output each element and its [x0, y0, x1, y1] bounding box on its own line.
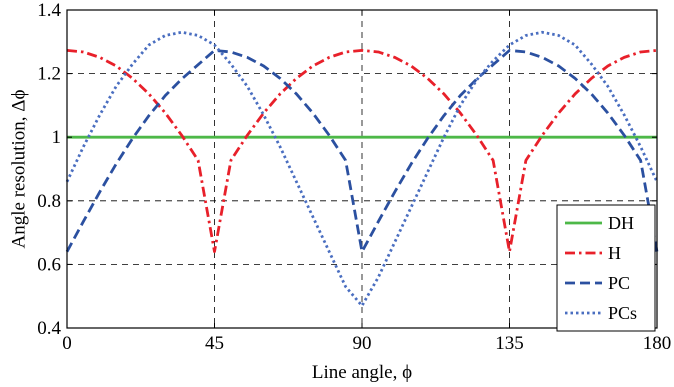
y-tick-label: 1	[52, 127, 62, 148]
legend: DH H PC PCs	[556, 204, 656, 332]
legend-box	[556, 204, 656, 332]
x-tick-label: 90	[353, 333, 372, 354]
y-tick-label: 1.2	[37, 64, 61, 85]
y-tick-label: 0.4	[37, 318, 61, 339]
x-axis-label: Line angle, ϕ	[312, 362, 412, 383]
y-tick-label: 1.4	[37, 0, 61, 21]
legend-label-dh: DH	[608, 213, 634, 233]
legend-label-pcs: PCs	[608, 303, 637, 323]
series-line-pc	[65, 48, 659, 254]
y-axis-label: Angle resolution, Δϕ	[8, 90, 29, 249]
series-line-h	[66, 48, 658, 254]
x-tick-label: 0	[62, 333, 72, 354]
ticks: 0 45 90 135 180 0.4 0.6 0.8 1 1.2 1.4	[37, 0, 671, 354]
y-tick-label: 0.6	[37, 254, 61, 275]
series-line-pcs	[65, 30, 659, 308]
y-tick-label: 0.8	[37, 191, 61, 212]
series-lines	[65, 30, 659, 308]
x-tick-label: 45	[205, 333, 224, 354]
grid	[67, 10, 657, 328]
legend-label-h: H	[608, 243, 621, 263]
legend-label-pc: PC	[608, 273, 630, 293]
x-tick-label: 180	[643, 333, 672, 354]
x-tick-label: 135	[495, 333, 524, 354]
